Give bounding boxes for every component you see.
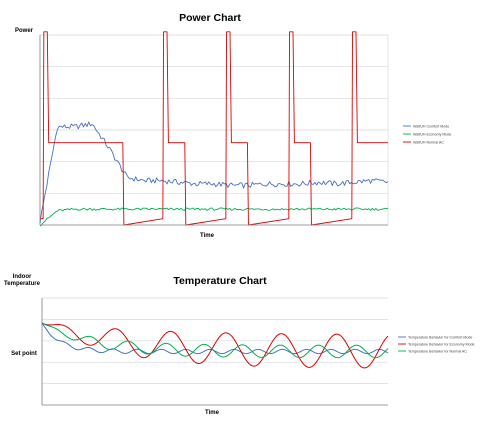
power-chart-legend: WattUH Comfort Mode WattUH Economy Mode Wa… [403,124,451,144]
temperature-chart-axes [41,298,388,406]
legend-label-2: Temperature Behavior for Economy Mode [408,342,475,346]
power-chart-grid [40,34,389,225]
temperature-chart-xlabel: Time [205,410,220,416]
series-line-2 [39,207,389,227]
series-line-3 [40,31,388,226]
power-chart-ylabel: Power [15,28,34,34]
temperature-chart-legend: Temperature Behavior for Comfort Mode Tem… [398,335,475,353]
legend-label-3: Temperature Behavior for Normal AC [408,349,467,353]
series-line-2 [41,322,389,369]
series-line-3 [41,322,389,359]
legend-label-2: WattUH Economy Mode [413,132,451,136]
temperature-chart-series [41,322,389,369]
legend-label-1: Temperature Behavior for Comfort Mode [408,335,472,339]
power-chart: Power Chart Power Time WattUH Comfort Mo… [15,12,451,239]
power-chart-axes [39,35,388,226]
series-line-1 [41,322,389,355]
power-chart-xlabel: Time [200,233,215,239]
temperature-chart-title: Temperature Chart [173,275,267,287]
temperature-chart-setpoint-label: Set point [11,351,37,357]
power-chart-series [39,31,389,227]
series-line-1 [39,121,389,224]
temperature-chart-ylabel-line-2: Temperature [4,281,41,287]
temperature-chart-ylabel-line-1: Indoor [13,274,32,280]
temperature-chart: Temperature Chart Indoor Temperature Set… [4,274,474,416]
power-chart-title: Power Chart [179,12,241,24]
temperature-chart-grid [42,297,388,384]
legend-label-1: WattUH Comfort Mode [413,124,449,128]
legend-label-3: WattUH Normal AC [413,140,444,144]
